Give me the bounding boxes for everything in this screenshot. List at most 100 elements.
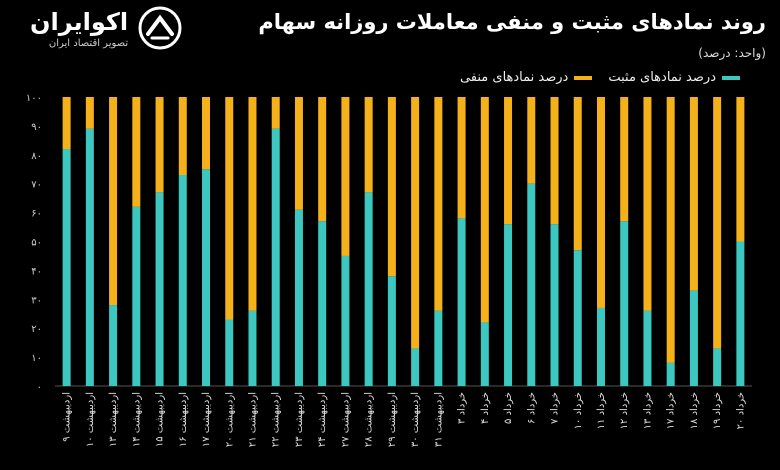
x-tick-label: ۲۴ اردیبهشت	[317, 392, 328, 447]
bar-negative	[62, 97, 71, 150]
legend-swatch-positive	[722, 75, 740, 80]
bar-negative	[504, 97, 513, 225]
bar-positive	[132, 206, 141, 386]
bar-negative	[132, 97, 141, 207]
bar-negative	[155, 97, 164, 193]
bar-negative	[271, 97, 280, 129]
chart-title: روند نمادهای مثبت و منفی معاملات روزانه …	[258, 10, 766, 34]
legend-entry-positive: درصد نمادهای مثبت	[608, 70, 740, 85]
bar-negative	[85, 97, 94, 129]
bar-positive	[248, 310, 257, 386]
x-tick-label: ۱۱ خرداد	[596, 392, 607, 429]
bar-negative	[387, 97, 396, 277]
bar-positive	[155, 192, 164, 386]
y-tick-label: ۶۰	[31, 209, 42, 220]
bar-positive	[387, 276, 396, 386]
x-tick-label: ۱۹ خرداد	[712, 392, 723, 429]
bar-negative	[318, 97, 327, 222]
x-tick-label: ۲۰ اردیبهشت	[224, 392, 235, 447]
bar-negative	[643, 97, 652, 311]
x-tick-label: ۱۷ اردیبهشت	[201, 392, 212, 447]
bar-positive	[527, 183, 536, 386]
y-tick-label: ۹۰	[31, 122, 42, 133]
x-tick-label: ۱۴ اردیبهشت	[131, 392, 142, 447]
bar-negative	[294, 97, 303, 210]
bar-negative	[736, 97, 745, 242]
bar-positive	[666, 362, 675, 386]
x-tick-label: ۲۹ اردیبهشت	[387, 392, 398, 447]
bar-positive	[364, 192, 373, 386]
bar-positive	[689, 290, 698, 386]
x-tick-label: ۶ خرداد	[526, 392, 537, 424]
legend-label-negative: درصد نمادهای منفی	[459, 70, 569, 85]
bar-positive	[480, 322, 489, 386]
brand-tagline: تصویر اقتصاد ایران	[48, 37, 129, 49]
x-tick-label: ۵ خرداد	[503, 392, 514, 424]
bar-negative	[596, 97, 605, 308]
bar-positive	[271, 128, 280, 387]
bar-positive	[294, 209, 303, 386]
bar-negative	[178, 97, 187, 176]
x-tick-label: ۷ خرداد	[550, 392, 561, 424]
bar-negative	[620, 97, 629, 222]
bar-negative	[411, 97, 420, 349]
x-tick-label: ۲۰ خرداد	[735, 392, 746, 429]
x-tick-label: ۳۰ اردیبهشت	[410, 392, 421, 447]
bar-negative	[550, 97, 559, 225]
bar-positive	[736, 241, 745, 386]
brand-text: اکوایران تصویر اقتصاد ایران	[30, 8, 128, 49]
bar-negative	[248, 97, 257, 311]
x-tick-label: ۲۷ اردیبهشت	[340, 392, 351, 447]
x-tick-label: ۲۸ اردیبهشت	[364, 392, 375, 447]
legend-label-positive: درصد نمادهای مثبت	[608, 70, 716, 85]
y-tick-label: ۷۰	[31, 180, 42, 191]
bar-positive	[504, 224, 513, 386]
bar-negative	[689, 97, 698, 291]
bar-negative	[480, 97, 489, 323]
legend-entry-negative: درصد نمادهای منفی	[459, 70, 593, 85]
y-tick-label: ۱۰۰	[26, 93, 42, 104]
bar-negative	[434, 97, 443, 311]
bar-positive	[457, 218, 466, 386]
x-tick-label: ۲۲ اردیبهشت	[271, 392, 282, 447]
x-tick-label: ۱۳ اردیبهشت	[108, 392, 119, 447]
y-tick-label: ۱۰	[31, 353, 42, 364]
y-tick-label: ۲۰	[31, 324, 42, 335]
x-tick-label: ۳۱ اردیبهشت	[433, 392, 444, 447]
bar-positive	[643, 310, 652, 386]
bar-positive	[573, 250, 582, 386]
bar-negative	[573, 97, 582, 251]
bar-negative	[457, 97, 466, 219]
legend-swatch-negative	[574, 75, 593, 80]
bar-positive	[62, 149, 71, 386]
x-tick-label: ۲۱ اردیبهشت	[247, 392, 258, 447]
brand-mark-icon	[138, 6, 182, 50]
y-tick-label: ۳۰	[31, 295, 42, 306]
x-tick-label: ۳ خرداد	[457, 392, 468, 424]
x-tick-label: ۱۳ خرداد	[642, 392, 653, 429]
bar-positive	[596, 307, 605, 386]
bar-positive	[341, 255, 350, 386]
bar-negative	[527, 97, 536, 184]
bar-negative	[364, 97, 373, 193]
x-tick-label: ۴ خرداد	[480, 392, 491, 424]
brand-logo: اکوایران تصویر اقتصاد ایران	[30, 6, 182, 50]
bar-positive	[550, 224, 559, 386]
bar-positive	[85, 128, 94, 387]
bar-positive	[434, 310, 443, 386]
x-tick-label: ۱۶ اردیبهشت	[178, 392, 189, 447]
bar-positive	[225, 319, 234, 386]
x-tick-label: ۹ اردیبهشت	[62, 392, 73, 442]
y-tick-label: ۵۰	[31, 238, 42, 249]
x-tick-label: ۱۲ خرداد	[619, 392, 630, 429]
bar-positive	[202, 169, 211, 386]
bar-negative	[341, 97, 350, 256]
y-tick-label: ۸۰	[31, 151, 42, 162]
bar-positive	[713, 348, 722, 386]
x-tick-label: ۱۰ خرداد	[573, 392, 584, 429]
x-tick-label: ۱۵ اردیبهشت	[155, 392, 166, 447]
legend: درصد نمادهای مثبت درصد نمادهای منفی	[460, 70, 740, 85]
bar-negative	[713, 97, 722, 349]
unit-label: (واحد: درصد)	[698, 46, 766, 60]
